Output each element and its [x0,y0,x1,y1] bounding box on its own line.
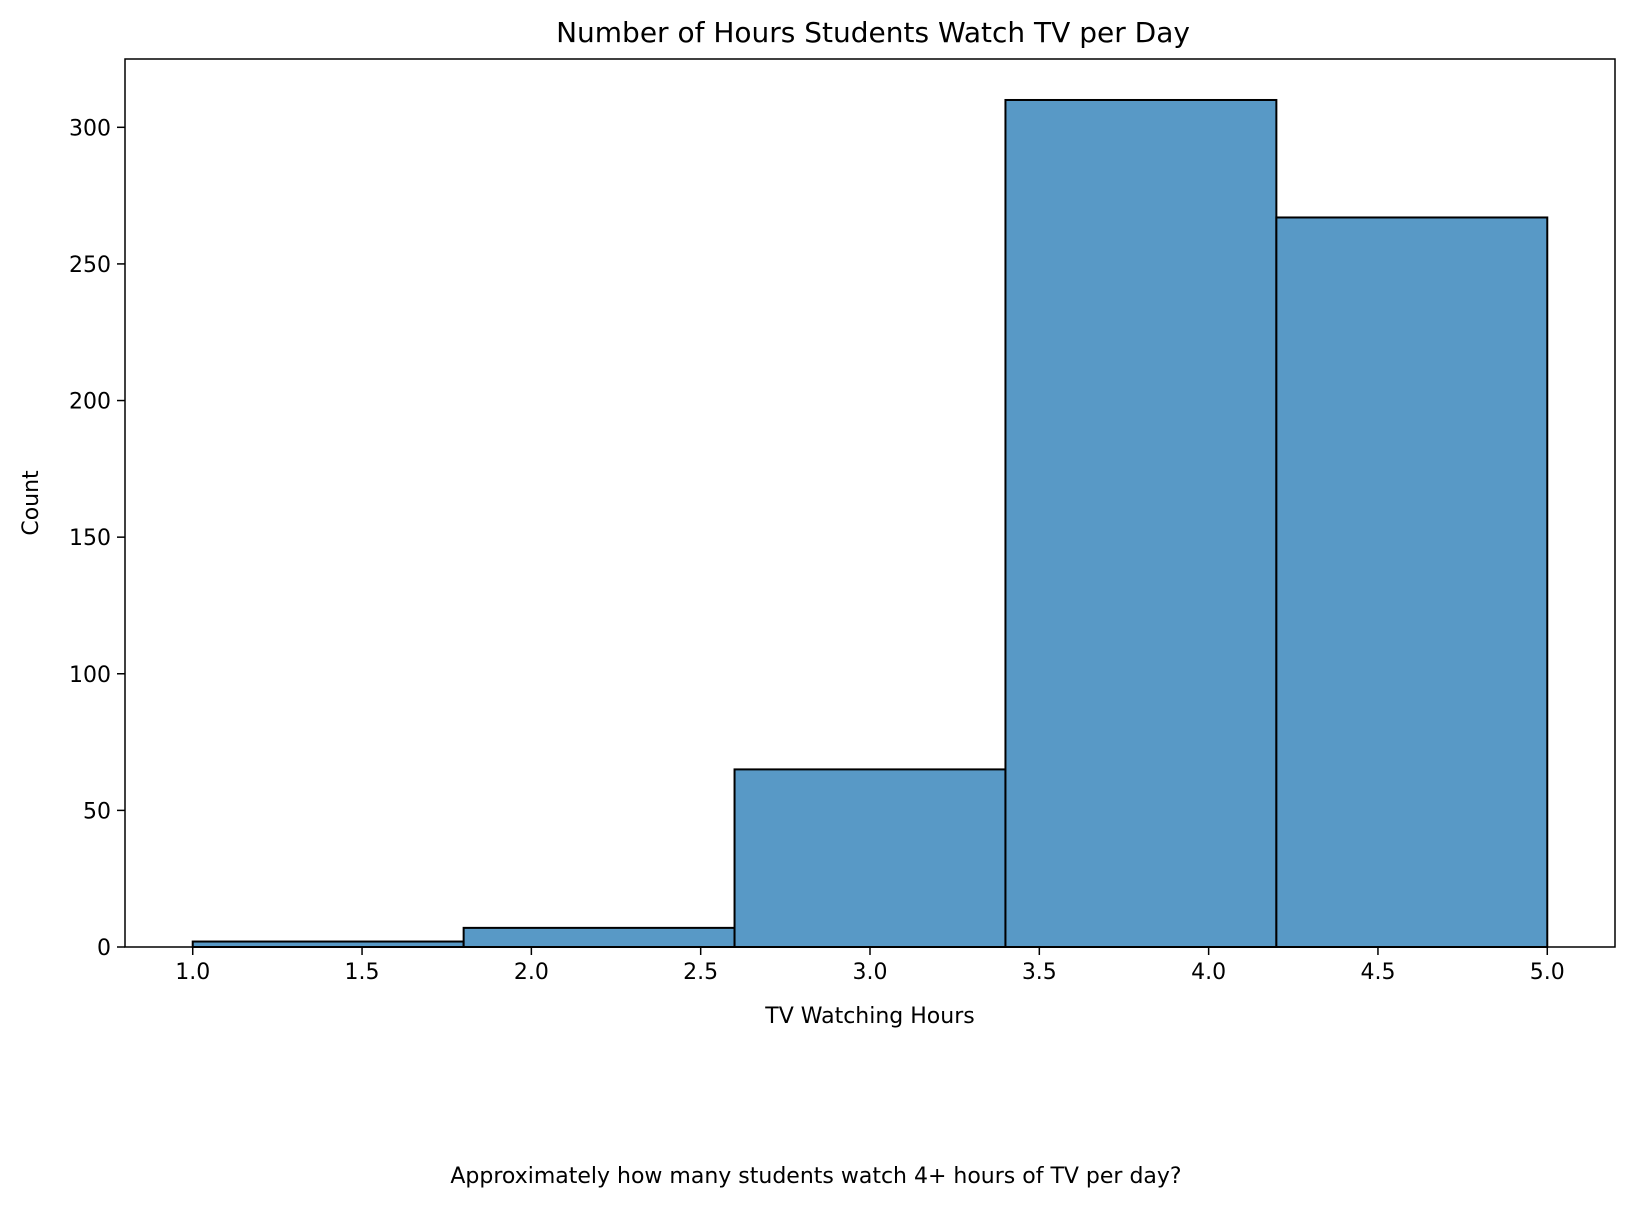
y-tick-label-3: 150 [69,526,111,551]
x-tick-label-6: 4.0 [1191,960,1226,985]
chart-title: Number of Hours Students Watch TV per Da… [556,16,1190,49]
histogram-bar-4 [1004,98,1278,948]
y-tick-label-2: 100 [69,663,111,688]
y-tick-label-1: 50 [83,799,111,824]
y-tick-label-6: 300 [69,116,111,141]
histogram-bar-3 [733,768,1007,949]
histogram-bar-2 [462,926,736,948]
x-tick-label-4: 3.0 [853,960,888,985]
x-tick-label-5: 3.5 [1022,960,1057,985]
histogram-bar-5 [1275,216,1549,949]
bars-group [191,98,1549,949]
x-tick-label-7: 4.5 [1360,960,1395,985]
x-tick-label-0: 1.0 [175,960,210,985]
question-caption: Approximately how many students watch 4+… [450,1164,1182,1189]
y-tick-label-5: 250 [69,253,111,278]
y-axis-label: Count [19,470,44,536]
histogram-bar-1 [191,940,465,949]
x-axis: 1.0 1.5 2.0 2.5 3.0 3.5 4.0 4.5 5.0 [175,947,1565,985]
y-axis: 0 50 100 150 200 250 300 [69,116,125,961]
x-tick-label-2: 2.0 [514,960,549,985]
x-tick-label-8: 5.0 [1530,960,1565,985]
x-tick-label-1: 1.5 [345,960,380,985]
y-tick-label-4: 200 [69,390,111,415]
x-tick-label-3: 2.5 [683,960,718,985]
x-axis-label: TV Watching Hours [764,1004,974,1029]
y-tick-label-0: 0 [97,936,111,961]
